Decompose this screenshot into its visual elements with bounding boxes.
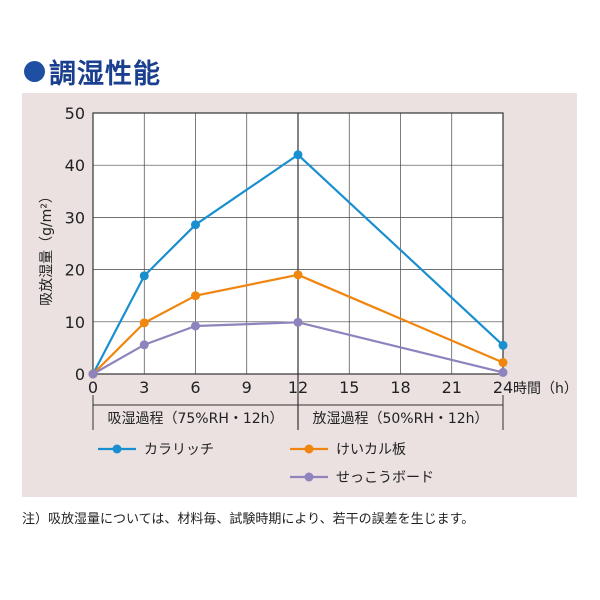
chart-title-text: 調湿性能	[49, 59, 161, 90]
y-tick-label: 50	[65, 104, 85, 123]
x-axis-unit-label: 時間（h）	[513, 381, 578, 397]
series-point	[88, 369, 98, 379]
legend-swatch-marker	[304, 472, 314, 482]
legend-label: せっこうボード	[336, 470, 434, 486]
series-point	[293, 270, 303, 280]
phase-brackets: 吸湿過程（75%RH・12h） 放湿過程（50%RH・12h）	[92, 395, 504, 430]
x-tick-label: 24	[493, 378, 513, 397]
series-point	[293, 317, 303, 327]
x-tick-labels: 0 3 6 9 12 15 18 21 24	[88, 378, 513, 397]
series-group	[88, 150, 508, 379]
phase-label: 吸湿過程（75%RH・12h）	[107, 411, 283, 427]
y-tick-labels: 0 10 20 30 40 50	[65, 104, 85, 384]
series-point	[498, 367, 508, 377]
series-point	[498, 358, 508, 368]
x-tick-label: 3	[139, 378, 149, 397]
series-point	[139, 318, 149, 328]
series-point	[498, 340, 508, 350]
x-tick-label: 6	[190, 378, 200, 397]
chart-title: 調湿性能	[24, 52, 161, 91]
x-tick-label: 12	[288, 378, 308, 397]
y-tick-label: 30	[65, 208, 85, 227]
legend-swatch-marker	[304, 444, 314, 454]
series-point	[139, 340, 149, 350]
legend-label: カラリッチ	[144, 442, 214, 458]
x-tick-label: 18	[390, 378, 410, 397]
series-point	[191, 220, 200, 230]
legend-swatch-marker	[112, 444, 122, 454]
x-tick-label: 21	[442, 378, 462, 397]
series-point	[191, 291, 200, 301]
phase-label: 放湿過程（50%RH・12h）	[312, 411, 488, 427]
series-point	[293, 150, 303, 160]
series-point	[139, 271, 149, 281]
y-tick-label: 40	[65, 156, 85, 175]
y-tick-label: 10	[65, 313, 85, 332]
footnote: 注）吸放湿量については、材料毎、試験時期により、若干の誤差を生じます。	[22, 512, 475, 527]
x-tick-label: 15	[339, 378, 359, 397]
x-tick-label: 9	[242, 378, 252, 397]
y-axis-label: 吸放湿量（g/m²）	[39, 189, 55, 306]
y-tick-label: 0	[75, 365, 85, 384]
bullet-dot-icon	[24, 61, 45, 82]
y-tick-label: 20	[65, 261, 85, 280]
legend-label: けいカル板	[336, 442, 406, 458]
series-point	[191, 321, 200, 331]
x-tick-label: 0	[88, 378, 98, 397]
